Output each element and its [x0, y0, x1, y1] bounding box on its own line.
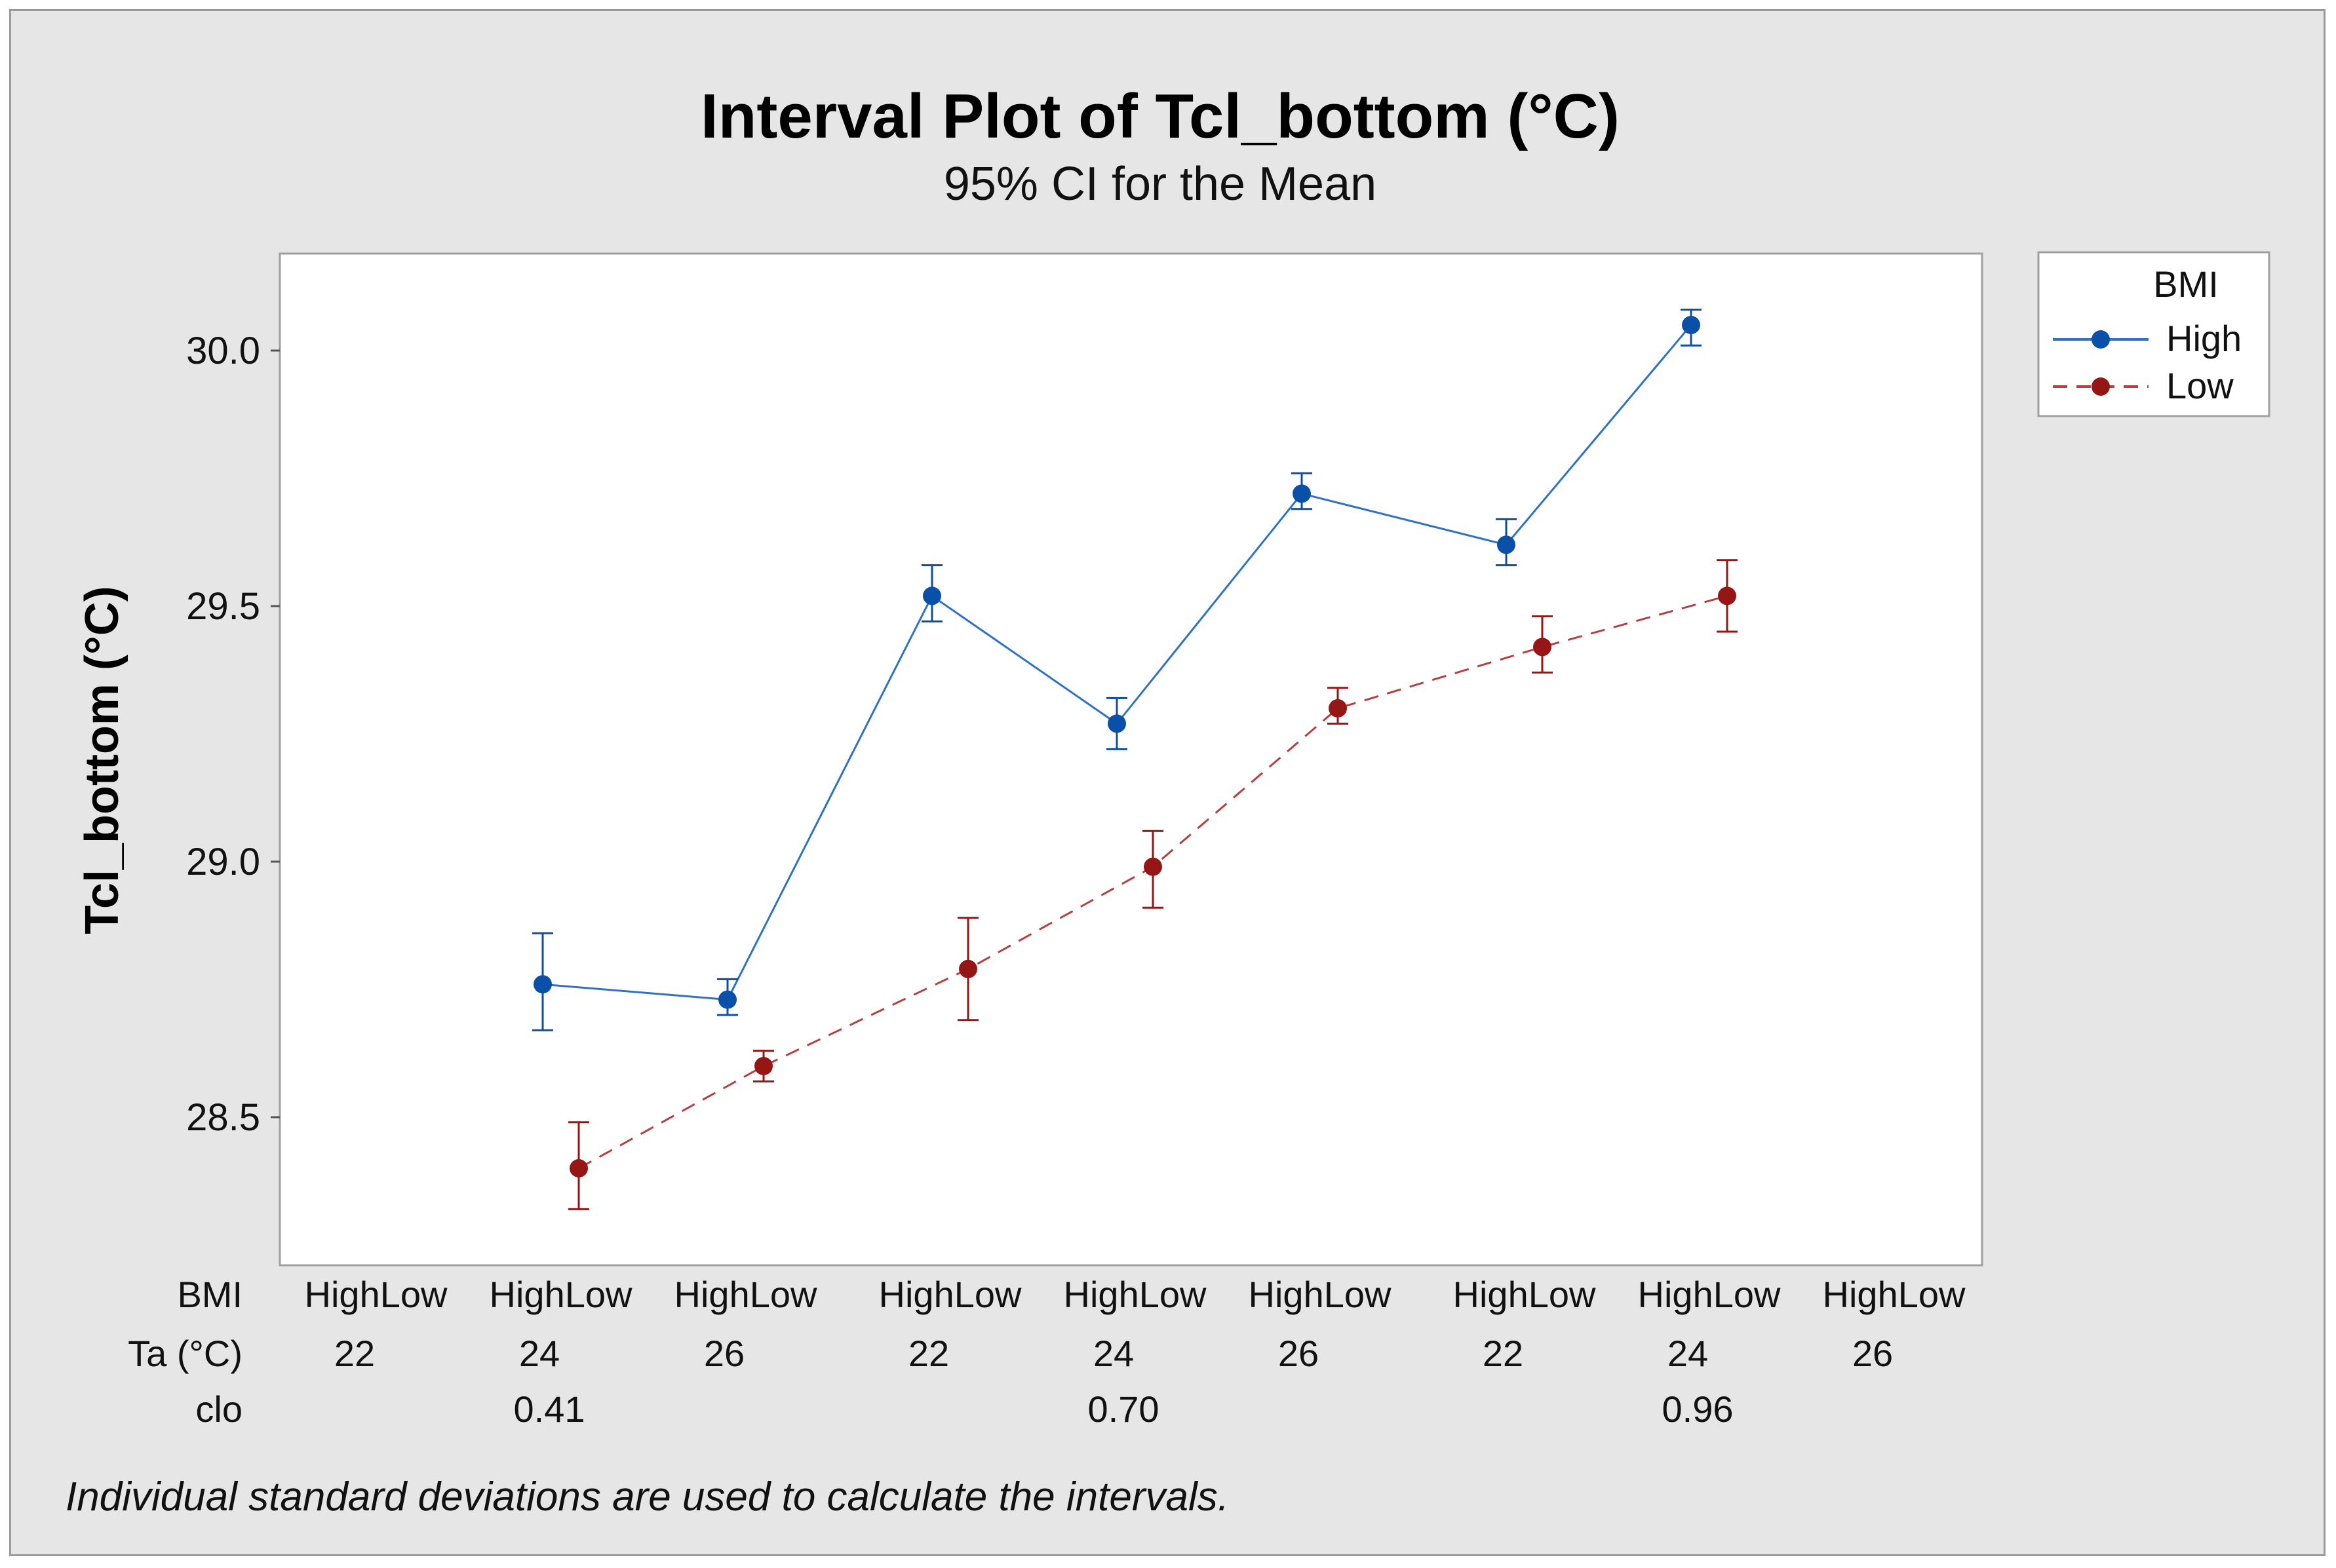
row-label-bmi: BMI: [177, 1274, 243, 1315]
y-axis: 28.5 29.0 29.5 30.0: [186, 330, 280, 1139]
series-high: [532, 309, 1702, 1031]
mean-point: [1293, 484, 1311, 503]
mean-point: [1108, 714, 1126, 733]
clo-label: 0.96: [1662, 1388, 1734, 1430]
bmi-pair-label: HighLow: [490, 1274, 633, 1315]
clo-label: 0.41: [514, 1388, 585, 1430]
clo-label: 0.70: [1088, 1388, 1159, 1430]
mean-point: [1718, 586, 1736, 605]
ta-label: 22: [908, 1333, 949, 1374]
mean-point: [1497, 535, 1515, 554]
y-tick-label: 29.0: [186, 841, 260, 883]
plot-area: [279, 252, 1983, 1267]
bmi-pair-label: HighLow: [1064, 1274, 1207, 1315]
bmi-pair-label: HighLow: [1249, 1274, 1392, 1315]
row-label-ta: Ta (°C): [128, 1333, 243, 1374]
mean-point: [570, 1159, 588, 1177]
footnote: Individual standard deviations are used …: [66, 1474, 1229, 1520]
legend-title: BMI: [2153, 263, 2219, 305]
ta-label: 26: [1852, 1333, 1893, 1374]
legend-high-label: High: [2166, 318, 2242, 359]
ta-label: 24: [1093, 1333, 1134, 1374]
ta-label: 24: [1667, 1333, 1708, 1374]
mean-point: [718, 990, 737, 1009]
mean-point: [754, 1057, 773, 1075]
bmi-pair-label: HighLow: [1823, 1274, 1966, 1315]
y-tick-label: 29.5: [186, 585, 260, 628]
mean-point: [1682, 316, 1700, 334]
ta-label: 22: [1483, 1333, 1523, 1374]
bmi-pair-label: HighLow: [879, 1274, 1022, 1315]
chart-title: Interval Plot of Tcl_bottom (°C): [701, 81, 1620, 151]
legend-low-marker: [2092, 377, 2110, 396]
legend: BMI High Low: [2037, 251, 2270, 417]
ta-label: 22: [334, 1333, 375, 1374]
y-axis-label: Tcl_bottom (°C): [76, 586, 128, 934]
mean-point: [1144, 857, 1162, 876]
series-low: [568, 559, 1738, 1210]
bmi-pair-label: HighLow: [1453, 1274, 1596, 1315]
mean-point: [923, 586, 941, 605]
ta-label: 26: [1278, 1333, 1319, 1374]
legend-low-label: Low: [2166, 365, 2234, 406]
category-axis: BMI Ta (°C) clo HighLow 22 HighLow 24 HighLow 26…: [128, 1274, 1966, 1430]
bmi-pair-label: HighLow: [1638, 1274, 1781, 1315]
legend-box: [2037, 251, 2270, 417]
mean-point: [534, 975, 552, 994]
mean-point: [959, 959, 977, 978]
mean-point: [1533, 638, 1551, 657]
bmi-pair-label: HighLow: [305, 1274, 448, 1315]
chart-subtitle: 95% CI for the Mean: [944, 158, 1376, 210]
row-label-clo: clo: [195, 1388, 243, 1430]
bmi-pair-label: HighLow: [674, 1274, 817, 1315]
mean-point: [1329, 699, 1347, 717]
legend-high-marker: [2092, 330, 2110, 349]
ta-label: 26: [704, 1333, 745, 1374]
ta-label: 24: [519, 1333, 560, 1374]
y-tick-label: 28.5: [186, 1096, 260, 1139]
y-tick-label: 30.0: [186, 330, 260, 372]
